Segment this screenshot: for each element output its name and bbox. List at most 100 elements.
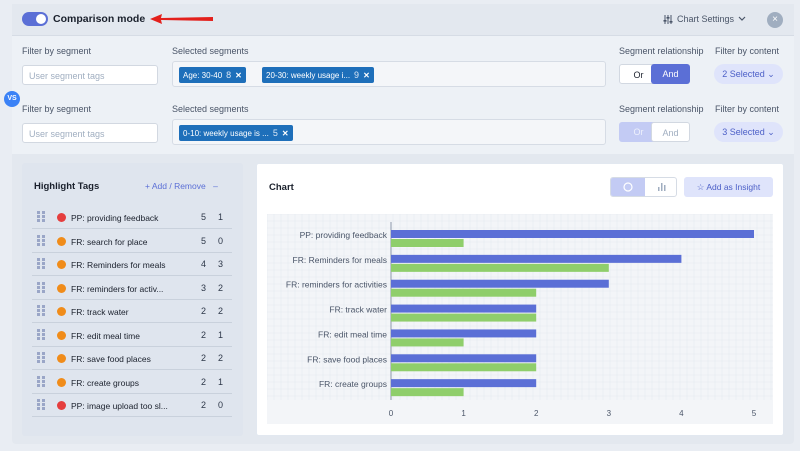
- comparison-mode-toggle[interactable]: [22, 12, 48, 26]
- tag-count-segment-1: 2: [201, 329, 207, 340]
- drag-handle-icon[interactable]: [37, 375, 45, 387]
- segment-relationship-label: Segment relationship: [619, 46, 704, 56]
- tag-count-segment-2: 2: [218, 282, 224, 293]
- tag-row[interactable]: PP: providing feedback 5 1: [32, 206, 232, 229]
- tag-count-segment-2: 1: [218, 376, 224, 387]
- add-remove-button[interactable]: + Add / Remove –: [145, 181, 218, 191]
- tag-color-dot: [57, 401, 66, 410]
- drag-handle-icon[interactable]: [37, 399, 45, 410]
- chart-view-toggle[interactable]: [610, 177, 677, 197]
- filter-by-content-label: Filter by content: [715, 104, 780, 114]
- tag-count-segment-2: 0: [218, 400, 224, 410]
- bar-segment-1: [391, 254, 682, 263]
- tag-row[interactable]: PP: image upload too sl... 2 0: [32, 394, 232, 417]
- segment-relationship-label: Segment relationship: [619, 104, 704, 114]
- bar-segment-2: [391, 338, 464, 347]
- drag-handle-icon[interactable]: [37, 352, 45, 363]
- tag-count-segment-2: 0: [218, 235, 224, 246]
- drag-handle-icon[interactable]: [37, 211, 45, 222]
- tag-count-segment-1: 2: [201, 400, 207, 410]
- remove-chip-icon[interactable]: ✕: [363, 70, 370, 80]
- tag-row[interactable]: FR: search for place 5 0: [32, 230, 232, 253]
- add-as-insight-button[interactable]: ☆ Add as Insight: [684, 177, 773, 197]
- selected-segments-box[interactable]: 0-10: weekly usage is ... 5 ✕: [172, 119, 606, 145]
- tag-label: FR: search for place: [71, 236, 148, 247]
- filter-by-content-dropdown[interactable]: 2 Selected ⌄: [714, 64, 783, 84]
- filter-by-content-dropdown[interactable]: 3 Selected ⌄: [714, 122, 783, 142]
- category-label: FR: create groups: [319, 379, 387, 389]
- comparison-mode-label: Comparison mode: [53, 13, 146, 25]
- x-tick-label: 5: [752, 409, 757, 418]
- category-label: FR: Reminders for meals: [293, 255, 387, 265]
- bar-chart-icon[interactable]: [645, 178, 678, 196]
- tag-label: PP: providing feedback: [71, 213, 159, 223]
- and-button[interactable]: And: [651, 122, 690, 142]
- chart-title: Chart: [269, 182, 294, 193]
- chart-settings-label: Chart Settings: [677, 14, 735, 24]
- content-selected-value: 2 Selected: [722, 69, 765, 79]
- x-tick-label: 2: [534, 409, 539, 418]
- remove-chip-icon[interactable]: ✕: [281, 128, 289, 138]
- pie-view-button[interactable]: [611, 178, 645, 196]
- tag-label: FR: Reminders for meals: [71, 260, 166, 270]
- add-remove-label: + Add / Remove: [145, 181, 206, 191]
- segment-chip[interactable]: Age: 30-40 8 ✕: [179, 67, 246, 83]
- chart-settings-button[interactable]: Chart Settings: [663, 14, 746, 24]
- category-label: FR: track water: [329, 305, 387, 315]
- filter-by-segment-label: Filter by segment: [22, 104, 92, 114]
- segment-chip-label: 20-30: weekly usage i...: [266, 70, 351, 80]
- bar-segment-1: [391, 230, 754, 238]
- x-tick-label: 3: [607, 409, 612, 418]
- segment-chip-count: 5: [272, 128, 278, 138]
- tag-color-dot: [57, 377, 66, 387]
- tag-label: FR: reminders for activ...: [71, 283, 164, 294]
- drag-handle-icon[interactable]: [37, 305, 45, 316]
- category-label: FR: reminders for activities: [286, 280, 387, 290]
- tag-row[interactable]: FR: track water 2 2: [32, 300, 232, 323]
- selected-segments-box[interactable]: Age: 30-40 8 ✕ 20-30: weekly usage i... …: [172, 61, 606, 87]
- tag-row[interactable]: FR: reminders for activ... 3 2: [32, 277, 232, 300]
- tag-count-segment-2: 1: [218, 329, 224, 340]
- close-icon[interactable]: ×: [767, 12, 783, 28]
- bar-segment-2: [391, 388, 464, 397]
- tag-row[interactable]: FR: save food places 2 2: [32, 347, 232, 370]
- pie-chart-icon: [623, 182, 633, 192]
- tag-label: FR: track water: [71, 307, 129, 317]
- x-tick-label: 0: [389, 409, 394, 418]
- tag-label: PP: image upload too sl...: [71, 401, 168, 411]
- drag-handle-icon[interactable]: [37, 234, 45, 246]
- bar-segment-2: [391, 363, 537, 372]
- tag-row[interactable]: FR: Reminders for meals 4 3: [32, 253, 232, 276]
- tag-count-segment-2: 1: [218, 212, 224, 222]
- tag-label: FR: edit meal time: [71, 330, 140, 341]
- segment-input[interactable]: User segment tags: [22, 65, 158, 85]
- star-icon: ☆: [696, 182, 705, 192]
- top-bar: Comparison mode Chart Settings ×: [12, 4, 794, 36]
- segment-chip[interactable]: 20-30: weekly usage i... 9 ✕: [262, 67, 374, 83]
- drag-handle-icon[interactable]: [37, 258, 45, 269]
- segment-input[interactable]: User segment tags: [22, 123, 158, 143]
- tag-row[interactable]: FR: create groups 2 1: [32, 371, 232, 394]
- filter-by-content-label: Filter by content: [715, 46, 780, 56]
- remove-chip-icon[interactable]: ✕: [235, 70, 242, 80]
- sliders-icon: [663, 14, 673, 24]
- bar-segment-2: [391, 313, 537, 322]
- tag-color-dot: [57, 213, 66, 222]
- tag-count-segment-1: 2: [201, 376, 207, 387]
- chevron-down-icon: [738, 16, 746, 21]
- tag-count-segment-1: 2: [201, 353, 207, 363]
- selected-segments-label: Selected segments: [172, 46, 249, 56]
- segment-chip-label: 0-10: weekly usage is ...: [183, 128, 269, 138]
- drag-handle-icon[interactable]: [37, 281, 45, 293]
- collapse-icon[interactable]: –: [213, 181, 218, 191]
- x-tick-label: 4: [679, 409, 684, 418]
- tag-color-dot: [57, 307, 66, 316]
- tag-row[interactable]: FR: edit meal time 2 1: [32, 324, 232, 347]
- and-button[interactable]: And: [651, 64, 690, 84]
- drag-handle-icon[interactable]: [37, 328, 45, 340]
- category-label: PP: providing feedback: [300, 230, 388, 240]
- add-as-insight-label: Add as Insight: [706, 182, 761, 192]
- highlight-tags-panel: Highlight Tags + Add / Remove – PP: prov…: [22, 163, 243, 436]
- or-button[interactable]: Or: [619, 122, 658, 142]
- segment-chip[interactable]: 0-10: weekly usage is ... 5 ✕: [179, 125, 293, 141]
